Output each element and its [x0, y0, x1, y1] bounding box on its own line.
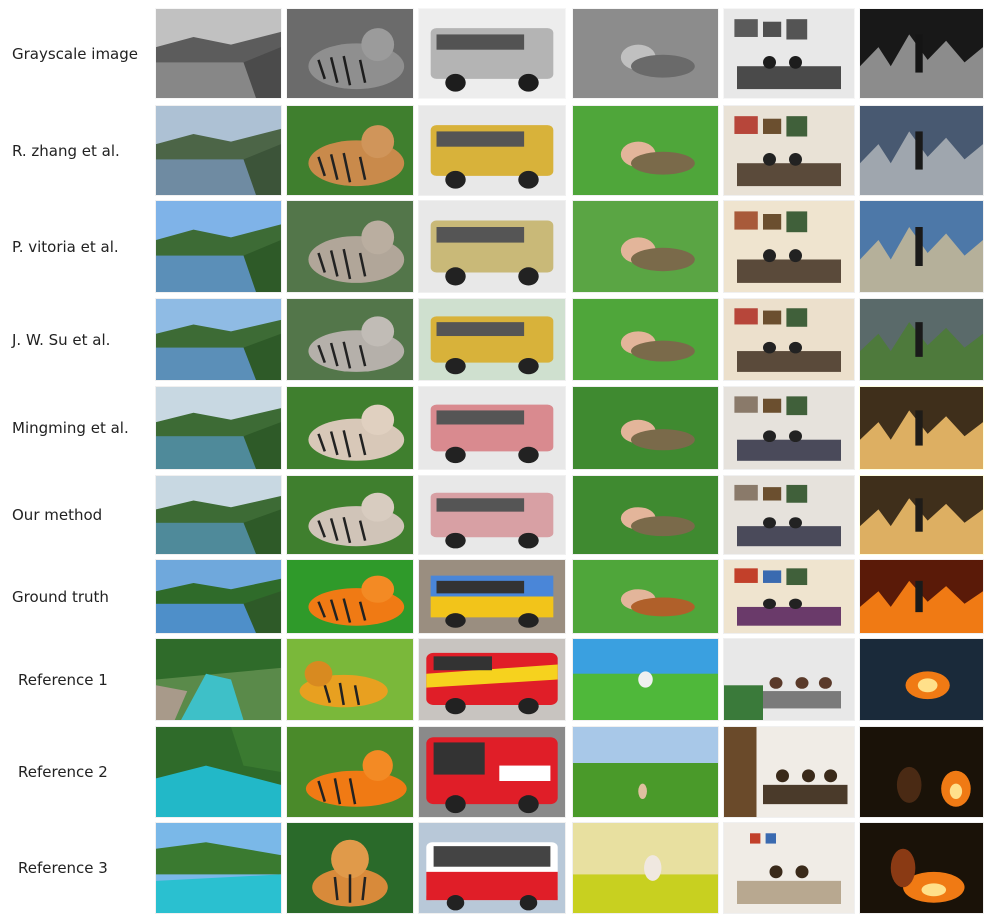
row-su: J. W. Su et al.	[0, 298, 988, 381]
bus-image	[418, 8, 566, 99]
living-room-image	[723, 8, 855, 99]
river-landscape-image	[155, 105, 282, 196]
bus-image	[418, 559, 566, 634]
row-label: Ground truth	[12, 587, 109, 606]
bus-image	[418, 475, 566, 555]
row-ground-truth: Ground truth	[0, 559, 988, 634]
tiger-image	[286, 200, 414, 293]
river-landscape-image	[155, 475, 282, 555]
reference-grass-image	[572, 726, 719, 818]
tiger-image	[286, 386, 414, 470]
reference-landscape-image	[155, 726, 282, 818]
bus-image	[418, 298, 566, 381]
reference-room-image	[723, 638, 855, 721]
woman-in-grass-image	[572, 475, 719, 555]
tiger-image	[286, 105, 414, 196]
tiger-image	[286, 559, 414, 634]
row-label: J. W. Su et al.	[12, 330, 111, 349]
woman-in-grass-image	[572, 386, 719, 470]
row-zhang: R. zhang et al.	[0, 105, 988, 196]
row-reference-1: Reference 1	[0, 638, 988, 721]
woman-in-grass-image	[572, 559, 719, 634]
river-landscape-image	[155, 559, 282, 634]
burning-field-image	[859, 559, 984, 634]
living-room-image	[723, 298, 855, 381]
burning-field-image	[859, 386, 984, 470]
row-label: Reference 2	[18, 763, 108, 781]
row-reference-2: Reference 2	[0, 726, 988, 818]
woman-in-grass-image	[572, 8, 719, 99]
reference-grass-image	[572, 822, 719, 914]
reference-bus-image	[418, 726, 566, 818]
reference-tiger-image	[286, 822, 414, 914]
burning-field-image	[859, 8, 984, 99]
tiger-image	[286, 8, 414, 99]
bus-image	[418, 105, 566, 196]
living-room-image	[723, 559, 855, 634]
row-reference-3: Reference 3	[0, 822, 988, 914]
living-room-image	[723, 200, 855, 293]
river-landscape-image	[155, 200, 282, 293]
reference-room-image	[723, 726, 855, 818]
reference-room-image	[723, 822, 855, 914]
row-label: Reference 1	[18, 670, 108, 689]
river-landscape-image	[155, 298, 282, 381]
reference-fire-image	[859, 726, 984, 818]
row-grayscale: Grayscale image	[0, 8, 988, 99]
tiger-image	[286, 298, 414, 381]
row-label: Mingming et al.	[12, 419, 129, 437]
living-room-image	[723, 386, 855, 470]
tiger-image	[286, 475, 414, 555]
row-label: R. zhang et al.	[12, 141, 120, 160]
burning-field-image	[859, 105, 984, 196]
row-label: Our method	[12, 506, 103, 524]
reference-tiger-image	[286, 638, 414, 721]
river-landscape-image	[155, 386, 282, 470]
living-room-image	[723, 105, 855, 196]
reference-grass-image	[572, 638, 719, 721]
reference-fire-image	[859, 822, 984, 914]
reference-bus-image	[418, 638, 566, 721]
living-room-image	[723, 475, 855, 555]
row-our-method: Our method	[0, 475, 988, 555]
burning-field-image	[859, 475, 984, 555]
reference-fire-image	[859, 638, 984, 721]
river-landscape-image	[155, 8, 282, 99]
woman-in-grass-image	[572, 298, 719, 381]
reference-tiger-image	[286, 726, 414, 818]
row-label: Reference 3	[18, 859, 108, 877]
burning-field-image	[859, 200, 984, 293]
row-label: Grayscale image	[12, 44, 138, 63]
reference-bus-image	[418, 822, 566, 914]
row-mingming: Mingming et al.	[0, 386, 988, 470]
bus-image	[418, 386, 566, 470]
reference-landscape-image	[155, 638, 282, 721]
row-vitoria: P. vitoria et al.	[0, 200, 988, 293]
reference-landscape-image	[155, 822, 282, 914]
woman-in-grass-image	[572, 105, 719, 196]
woman-in-grass-image	[572, 200, 719, 293]
bus-image	[418, 200, 566, 293]
row-label: P. vitoria et al.	[12, 237, 119, 256]
burning-field-image	[859, 298, 984, 381]
